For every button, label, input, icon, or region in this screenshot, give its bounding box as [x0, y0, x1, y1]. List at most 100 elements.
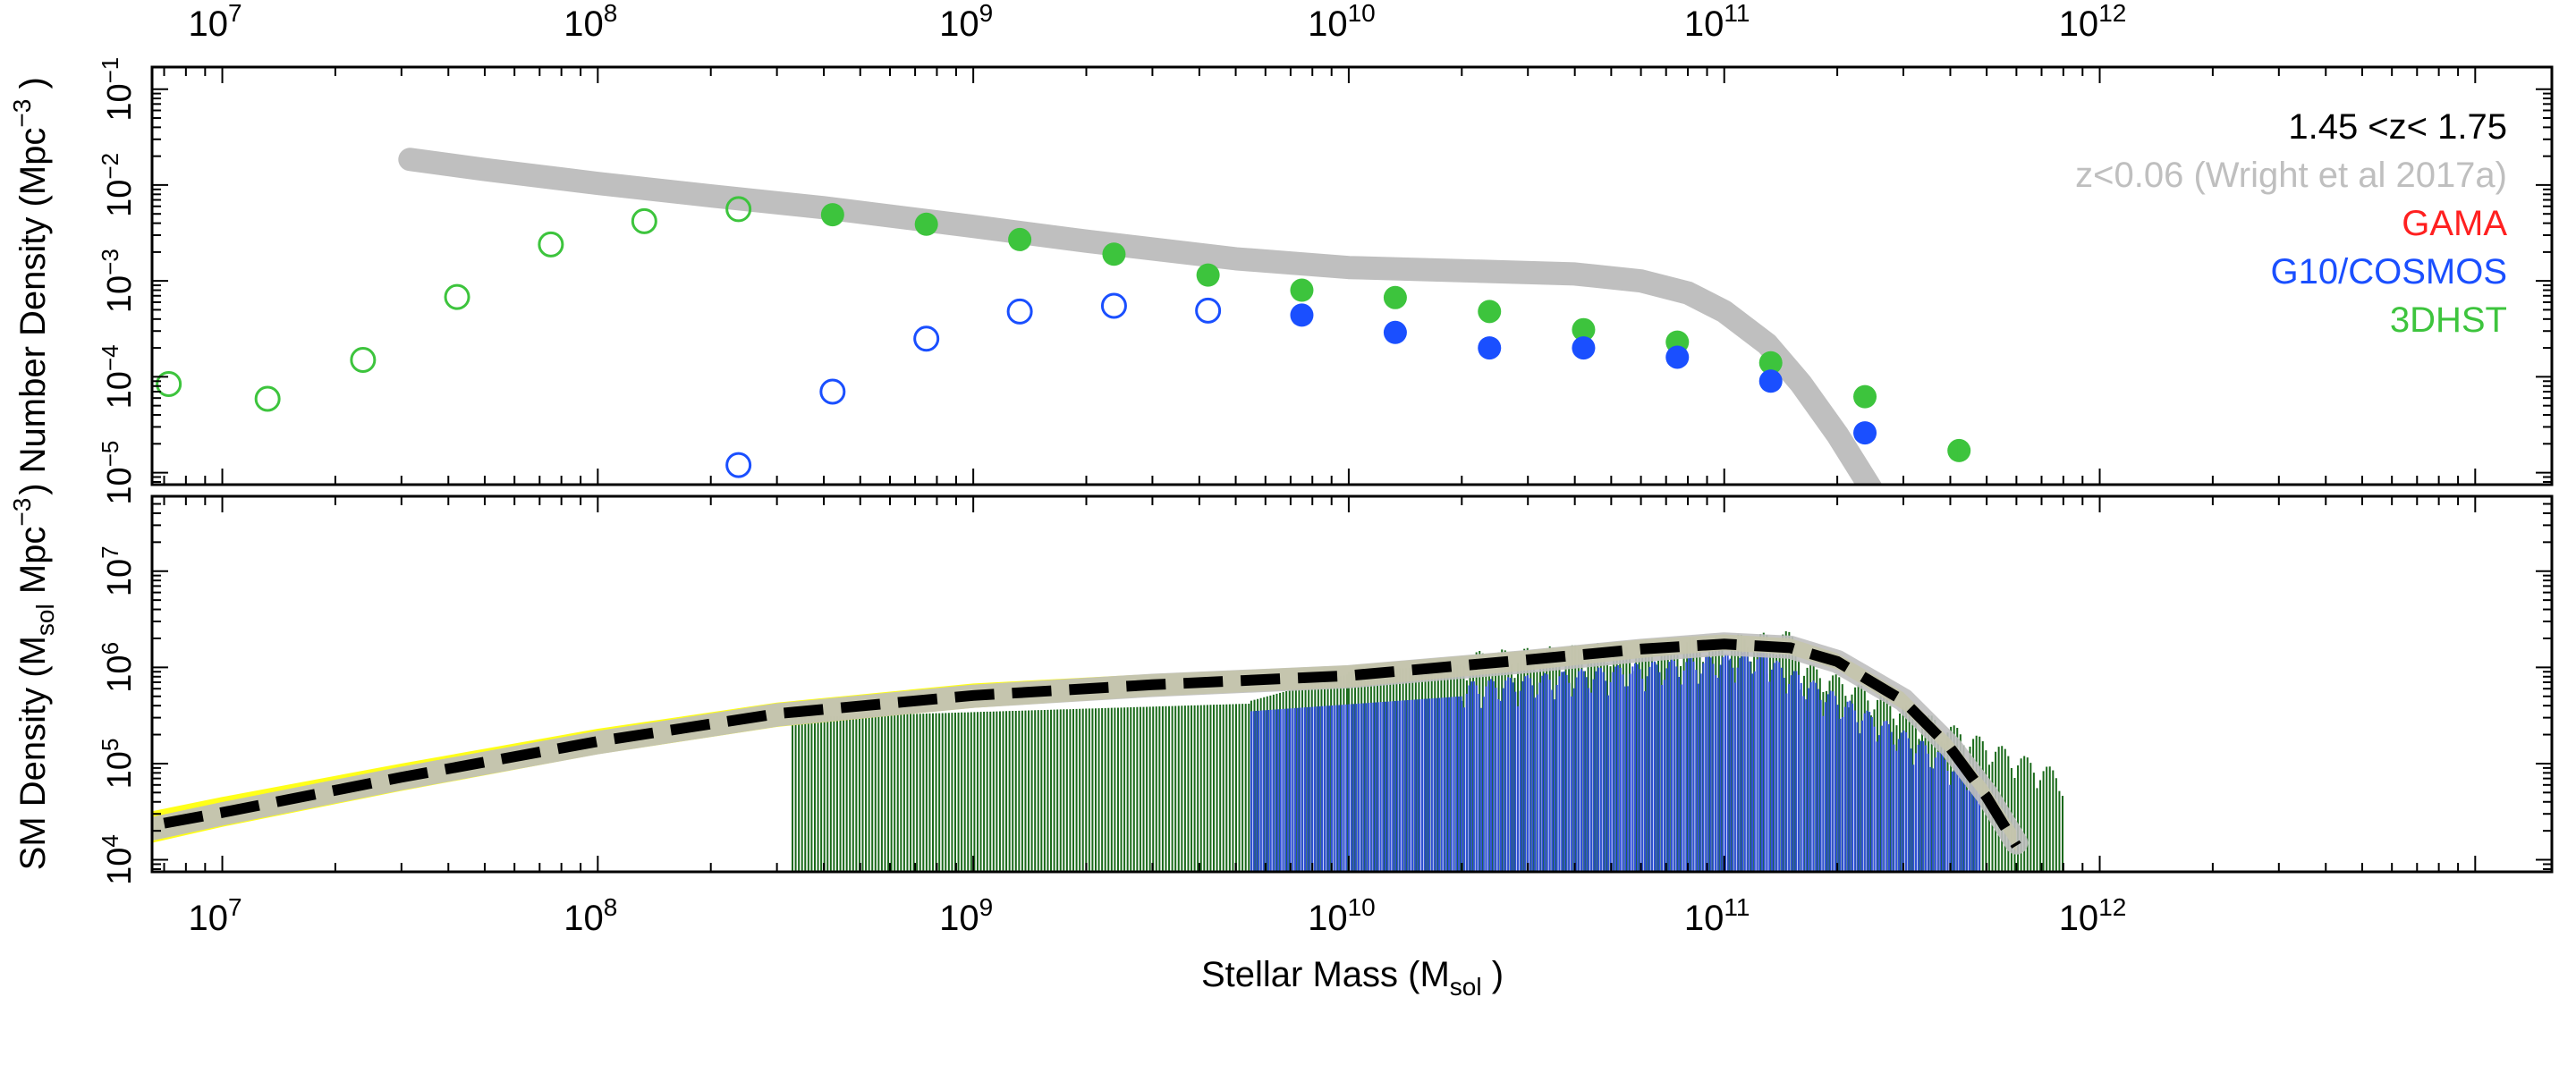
smd-ytick-mantissa: 10 — [101, 655, 139, 692]
x-axis-label: Stellar Mass (Msol ) — [1201, 955, 1504, 1001]
nd-ytick-exponent: −2 — [97, 153, 123, 180]
nd-ytick-exponent: −3 — [97, 249, 123, 275]
nd-point-g10-cosmos-filled — [1758, 369, 1783, 393]
smd-plot-area — [152, 631, 2064, 872]
nd-ytick-mantissa: 10 — [101, 467, 139, 504]
smd-bottom-xtick-labels: 107 108 109 1010 1011 1012 — [188, 893, 2126, 938]
nd-point-g10-cosmos-open — [913, 325, 940, 352]
smd-bottom-xtick-label: 107 — [188, 893, 242, 938]
y-axis-label-bottom-mid: Mpc — [13, 527, 53, 604]
nd-ytick-label: 10−4 — [97, 344, 139, 409]
legend-entry: G10/COSMOS — [2270, 252, 2507, 291]
smd-ytick-label: 106 — [97, 642, 139, 693]
nd-point-g10-cosmos-filled — [1478, 336, 1502, 360]
smd-ytick-mantissa: 10 — [101, 848, 139, 885]
nd-top-xtick-mantissa: 10 — [2059, 4, 2099, 44]
smd-bottom-xtick-mantissa: 10 — [1308, 899, 1348, 938]
nd-top-xtick-label: 1012 — [2059, 0, 2127, 44]
nd-ytick-mantissa: 10 — [101, 275, 139, 313]
smd-ytick-exponent: 7 — [97, 545, 123, 558]
nd-top-xtick-label: 109 — [939, 0, 993, 44]
nd-ytick-label: 10−3 — [97, 249, 139, 313]
nd-ytick-mantissa: 10 — [101, 371, 139, 409]
y-axis-label-top-main: ) Number Density (Mpc — [13, 128, 53, 495]
number-density-panel: 10−110−210−310−410−51.45 <z< 1.75z<0.06 … — [97, 57, 2554, 505]
smd-ytick-exponent: 6 — [97, 642, 123, 655]
nd-point-3dhst-filled — [1758, 351, 1783, 375]
nd-point-3dhst-filled — [1290, 278, 1314, 302]
nd-point-3dhst-open — [538, 231, 564, 258]
nd-point-3dhst-filled — [914, 212, 938, 236]
nd-top-xtick-label: 108 — [564, 0, 617, 44]
nd-point-g10-cosmos-filled — [1853, 421, 1877, 445]
smd-ytick-label: 104 — [97, 834, 139, 885]
smd-histogram-g10-cosmos — [1250, 649, 1980, 872]
smd-frame — [150, 494, 2554, 874]
nd-point-3dhst-filled — [820, 203, 844, 227]
nd-ticks: 10−110−210−310−410−5 — [97, 57, 2552, 505]
nd-top-xtick-exponent: 10 — [1348, 0, 1376, 27]
nd-ytick-label: 10−2 — [97, 153, 139, 217]
smd-bottom-xtick-exponent: 10 — [1348, 893, 1376, 921]
legend-entry: GAMA — [2402, 204, 2507, 243]
nd-top-xtick-mantissa: 10 — [564, 4, 604, 44]
nd-point-g10-cosmos-filled — [1572, 336, 1596, 360]
nd-ytick-label: 10−1 — [97, 57, 139, 122]
nd-top-xtick-exponent: 12 — [2098, 0, 2126, 27]
nd-point-3dhst-open — [156, 370, 182, 397]
nd-top-xtick-mantissa: 10 — [188, 4, 228, 44]
smd-ytick-label: 105 — [97, 739, 139, 790]
x-axis-label-sub: sol — [1450, 973, 1482, 1001]
nd-point-3dhst-open — [444, 283, 470, 310]
smd-ytick-exponent: 4 — [97, 834, 123, 847]
nd-point-3dhst-filled — [1478, 300, 1502, 324]
x-axis-label-main: Stellar Mass (M — [1201, 955, 1450, 994]
smd-best-fit-line — [163, 638, 2021, 849]
nd-frame — [150, 65, 2554, 486]
nd-point-3dhst-filled — [1008, 227, 1032, 251]
legend-entry: z<0.06 (Wright et al 2017a) — [2075, 156, 2507, 195]
smd-bottom-xtick-mantissa: 10 — [188, 899, 228, 938]
nd-point-3dhst-filled — [1383, 285, 1407, 309]
legend-entry: 1.45 <z< 1.75 — [2288, 107, 2507, 147]
nd-point-3dhst-open — [254, 385, 281, 412]
nd-point-g10-cosmos-open — [725, 452, 752, 478]
nd-top-xtick-exponent: 11 — [1724, 0, 1750, 27]
nd-top-xtick-exponent: 8 — [604, 0, 618, 27]
y-axis-label-bottom-sub: sol — [31, 604, 59, 636]
y-axis-label-bottom-main: SM Density (M — [13, 636, 53, 870]
nd-top-xtick-label: 1011 — [1684, 0, 1750, 44]
smd-bottom-xtick-exponent: 7 — [228, 893, 242, 921]
smd-bottom-xtick-label: 1011 — [1684, 893, 1750, 938]
nd-point-g10-cosmos-filled — [1665, 345, 1690, 369]
smd-bottom-xtick-exponent: 9 — [979, 893, 994, 921]
nd-top-xtick-exponent: 7 — [228, 0, 242, 27]
legend-entry: 3DHST — [2390, 300, 2507, 340]
smd-bottom-xtick-exponent: 12 — [2098, 893, 2126, 921]
nd-point-g10-cosmos-open — [1100, 292, 1127, 319]
smd-bottom-xtick-mantissa: 10 — [2059, 899, 2099, 938]
smd-bottom-xtick-exponent: 11 — [1724, 893, 1750, 921]
smd-ytick-label: 107 — [97, 545, 139, 596]
nd-top-xtick-label: 1010 — [1308, 0, 1376, 44]
smd-bottom-xtick-mantissa: 10 — [564, 899, 604, 938]
nd-top-xtick-mantissa: 10 — [939, 4, 979, 44]
y-axis-label-top: ) Number Density (Mpc−3 ) — [8, 77, 53, 495]
nd-point-g10-cosmos-filled — [1290, 303, 1314, 327]
smd-bottom-xtick-exponent: 8 — [604, 893, 618, 921]
y-axis-label-top-sup: −3 — [8, 99, 36, 128]
nd-ytick-exponent: −1 — [97, 57, 123, 84]
nd-ytick-exponent: −4 — [97, 344, 123, 371]
nd-point-3dhst-open — [350, 346, 377, 373]
nd-point-3dhst-filled — [1196, 263, 1220, 287]
nd-reference-curve — [398, 148, 1883, 485]
y-axis-label-bottom: SM Density (Msol Mpc−3 — [8, 498, 59, 871]
nd-point-g10-cosmos-filled — [1383, 320, 1407, 344]
nd-top-xtick-mantissa: 10 — [1684, 4, 1724, 44]
nd-ytick-label: 10−5 — [97, 441, 139, 505]
smd-bottom-xtick-label: 108 — [564, 893, 617, 938]
